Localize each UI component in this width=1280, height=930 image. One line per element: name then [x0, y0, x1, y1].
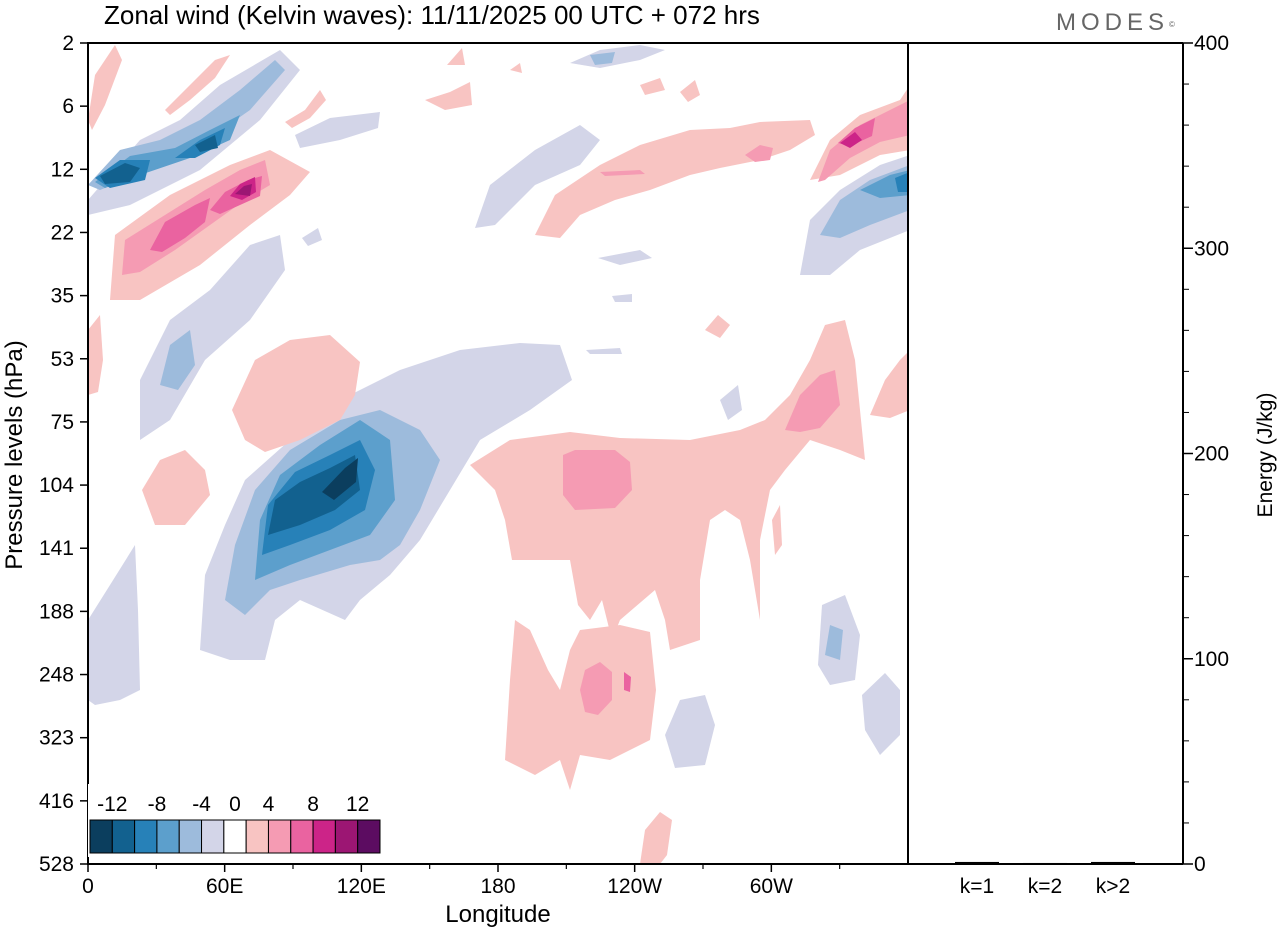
colorbar-swatch — [89, 819, 113, 854]
energy-tick-label: 200 — [1194, 443, 1229, 466]
energy-tick-label: 300 — [1194, 237, 1229, 260]
x-tick-label: 120W — [607, 875, 662, 898]
y-tick-label: 141 — [39, 537, 74, 560]
contour-field — [88, 45, 908, 864]
y-axis-label: Pressure levels (hPa) — [1, 340, 28, 569]
colorbar-legend: -12 -8 -4 0 4 8 12 — [88, 784, 382, 857]
energy-category-label: k=1 — [960, 875, 994, 898]
chart-title: Zonal wind (Kelvin waves): 11/11/2025 00… — [104, 0, 760, 30]
energy-bar — [955, 861, 999, 864]
colorbar-swatch — [290, 819, 314, 854]
colorbar-swatch — [245, 819, 269, 854]
energy-axis: 0 100 200 300 400 — [1183, 32, 1229, 876]
colorbar-label: 0 — [229, 793, 241, 816]
colorbar-swatch — [134, 819, 158, 854]
colorbar-swatch — [312, 819, 336, 854]
y-tick-label: 323 — [39, 727, 74, 750]
colorbar-swatch — [357, 819, 381, 854]
colorbar-label: -12 — [97, 793, 127, 816]
colorbar-label: 8 — [307, 793, 319, 816]
pressure-axis: 2 6 12 22 35 53 75 104 141 188 248 323 416 528 — [39, 32, 88, 876]
y-tick-label: 188 — [39, 600, 74, 623]
x-tick-label: 60W — [750, 875, 793, 898]
colorbar-label: -4 — [192, 793, 211, 816]
y-tick-label: 35 — [51, 285, 74, 308]
energy-bar — [1091, 861, 1135, 864]
energy-category-label: k=2 — [1028, 875, 1062, 898]
energy-tick-label: 100 — [1194, 648, 1229, 671]
y-tick-label: 6 — [62, 95, 74, 118]
y-tick-label: 416 — [39, 790, 74, 813]
energy-bar — [1023, 862, 1067, 864]
colorbar-label: 4 — [263, 793, 275, 816]
energy-tick-label: 0 — [1194, 853, 1206, 876]
brand-logo: MODES© — [1056, 8, 1175, 38]
y-tick-label: 12 — [51, 158, 74, 181]
x-tick-label: 60E — [206, 875, 243, 898]
brand-mark: © — [1169, 20, 1175, 29]
colorbar-swatch — [178, 819, 203, 854]
colorbar-label: -8 — [148, 793, 167, 816]
colorbar-swatch — [201, 819, 225, 854]
colorbar-swatch — [334, 819, 359, 854]
colorbar-swatch — [111, 819, 136, 854]
x-tick-label: 0 — [82, 875, 94, 898]
y-tick-label: 53 — [51, 348, 74, 371]
energy-axis-label: Energy (J/kg) — [1254, 393, 1277, 518]
energy-tick-label: 400 — [1194, 32, 1229, 55]
energy-bars: k=1 k=2 k>2 — [955, 861, 1135, 898]
x-tick-label: 120E — [337, 875, 386, 898]
energy-category-label: k>2 — [1096, 875, 1130, 898]
y-tick-label: 104 — [39, 474, 74, 497]
colorbar-swatch — [156, 819, 180, 854]
colorbar-swatch — [267, 819, 292, 854]
colorbar-swatch — [223, 819, 247, 854]
x-tick-label: 180 — [480, 875, 515, 898]
x-axis-label: Longitude — [445, 901, 550, 928]
y-tick-label: 528 — [39, 853, 74, 876]
y-tick-label: 75 — [51, 411, 74, 434]
colorbar-label: 12 — [346, 793, 369, 816]
y-tick-label: 248 — [39, 664, 74, 687]
y-tick-label: 22 — [51, 221, 74, 244]
brand-name: MODES — [1056, 9, 1170, 36]
longitude-axis: 0 60E 120E 180 120W 60W — [82, 864, 841, 898]
y-tick-label: 2 — [62, 32, 74, 55]
